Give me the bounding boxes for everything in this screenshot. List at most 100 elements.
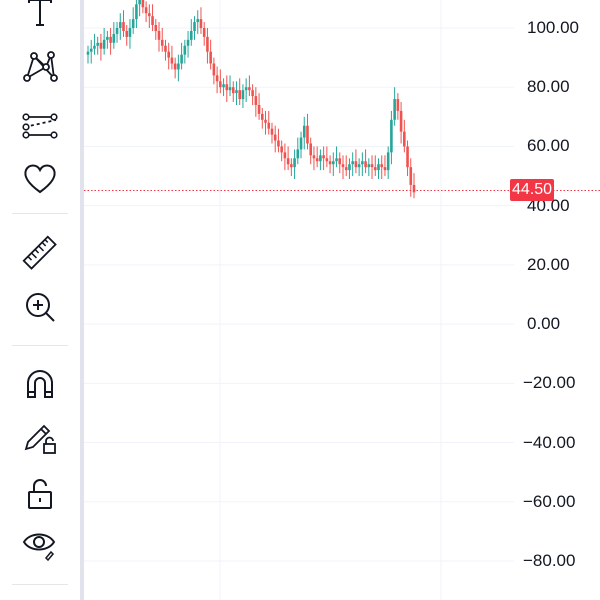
- candle-body: [235, 90, 238, 94]
- candle-body: [309, 143, 313, 156]
- pattern-tool-button[interactable]: [10, 45, 70, 89]
- hide-drawings-tool-button[interactable]: [10, 522, 70, 566]
- candle-body: [86, 51, 90, 55]
- candle-body: [154, 25, 158, 31]
- candle-body: [248, 87, 251, 91]
- candle-body: [260, 113, 264, 120]
- zoom-tool-button[interactable]: [10, 285, 70, 329]
- lock-all-tool-button[interactable]: [10, 472, 70, 516]
- candle-body: [170, 57, 174, 64]
- price-axis-label: −60.00: [523, 491, 576, 511]
- text-icon: [28, 0, 52, 26]
- candle-body: [357, 164, 361, 168]
- pencil-lock-icon: [24, 424, 56, 454]
- candle-body: [338, 158, 342, 165]
- candle-body: [270, 128, 274, 135]
- candle-body: [244, 87, 248, 91]
- candle-body: [199, 19, 203, 28]
- candle-body: [109, 36, 112, 43]
- candle-body: [406, 146, 409, 168]
- zoom-in-icon: [26, 293, 55, 322]
- candle-body: [403, 131, 406, 147]
- candle-body: [173, 63, 177, 70]
- candle-body: [293, 158, 296, 168]
- candle-body: [225, 84, 229, 91]
- candle-body: [412, 184, 416, 193]
- chart-pane[interactable]: [84, 0, 600, 600]
- candle-body: [219, 81, 222, 88]
- toolbar-border: [80, 0, 84, 600]
- candle-body: [241, 90, 245, 100]
- candle-body: [377, 164, 380, 171]
- candle-body: [312, 155, 316, 159]
- candle-body: [167, 51, 170, 58]
- last-price-label: 44.50: [510, 179, 554, 201]
- prediction-icon: [22, 113, 58, 139]
- candle-body: [257, 104, 261, 114]
- candle-body: [299, 137, 303, 150]
- candle-body: [296, 149, 300, 159]
- candle-body: [93, 45, 96, 49]
- text-tool-button[interactable]: [10, 0, 70, 34]
- candle-body: [383, 167, 387, 171]
- candle-body: [306, 125, 309, 144]
- candle-body: [302, 125, 306, 138]
- magnet-icon: [27, 370, 53, 398]
- eye-icon: [22, 533, 56, 562]
- candle-body: [390, 119, 393, 153]
- toolbar-separator: [12, 213, 68, 214]
- price-axis-label: 0.00: [527, 314, 561, 334]
- price-axis-label: 100.00: [527, 18, 579, 37]
- prediction-tool-button[interactable]: [10, 103, 70, 147]
- candle-body: [193, 22, 196, 31]
- candle-body: [202, 28, 206, 37]
- candle-body: [238, 90, 242, 100]
- magnet-tool-button[interactable]: [10, 362, 70, 406]
- lock-open-icon: [28, 479, 52, 509]
- candle-body: [186, 39, 190, 46]
- candle-body: [373, 167, 377, 171]
- candle-body: [131, 19, 135, 28]
- candle-body: [277, 140, 280, 147]
- candle-body: [138, 0, 141, 5]
- candle-body: [322, 155, 325, 159]
- candlestick-chart[interactable]: [84, 0, 600, 600]
- candle-body: [354, 161, 358, 168]
- favorites-tool-button[interactable]: [10, 157, 70, 201]
- candle-body: [209, 51, 212, 64]
- candle-body: [144, 7, 148, 14]
- candle-body: [206, 36, 209, 52]
- candle-body: [164, 45, 167, 52]
- candle-body: [393, 99, 396, 120]
- candle-body: [157, 30, 161, 40]
- candle-body: [196, 19, 200, 23]
- candle-body: [370, 164, 374, 168]
- candle-body: [106, 36, 109, 40]
- candle-body: [215, 75, 219, 82]
- candle-body: [125, 30, 129, 37]
- candle-body: [228, 87, 232, 91]
- heart-icon: [24, 164, 56, 194]
- candle-body: [148, 13, 151, 17]
- candle-body: [141, 0, 145, 8]
- price-axis-label: −40.00: [523, 432, 576, 452]
- candle-body: [180, 54, 183, 64]
- ruler-icon: [22, 235, 57, 270]
- candle-body: [135, 4, 138, 20]
- candle-body: [332, 161, 335, 165]
- candle-body: [112, 33, 116, 43]
- candle-body: [273, 134, 277, 141]
- candle-body: [177, 63, 180, 70]
- candle-body: [102, 39, 106, 49]
- lock-drawings-tool-button[interactable]: [10, 417, 70, 461]
- measure-tool-button[interactable]: [10, 231, 70, 275]
- candle-body: [348, 164, 351, 171]
- price-axis-label: −80.00: [523, 551, 576, 570]
- toolbar-separator: [12, 584, 68, 585]
- price-axis-label: 80.00: [527, 77, 570, 97]
- candle-body: [280, 146, 283, 153]
- candle-body: [341, 164, 345, 168]
- candle-body: [361, 161, 364, 165]
- candle-body: [344, 167, 348, 171]
- candle-body: [118, 22, 122, 28]
